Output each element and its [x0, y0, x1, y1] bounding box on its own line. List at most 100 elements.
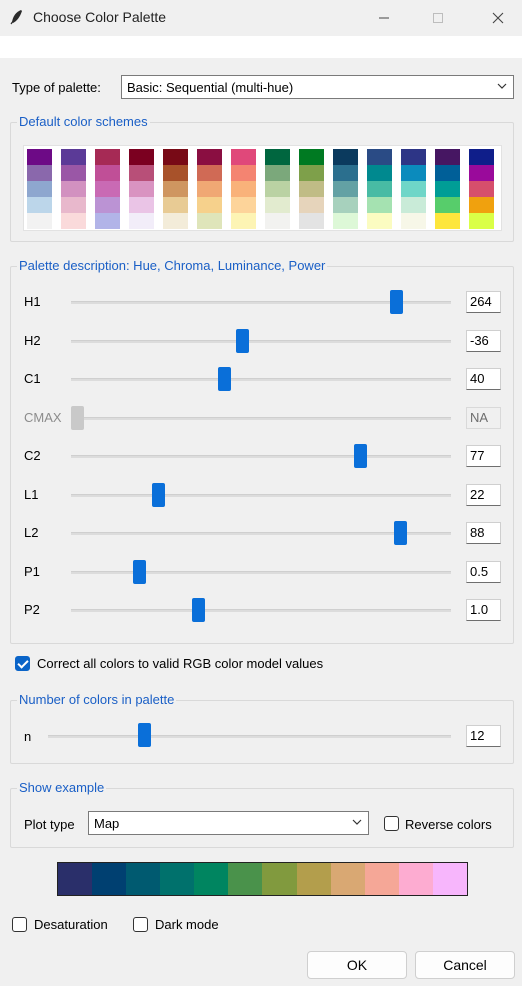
palette-color	[126, 863, 161, 895]
slider-track-l2[interactable]	[71, 532, 451, 535]
slider-label-h2: H2	[24, 333, 41, 348]
scheme-swatch	[367, 149, 392, 165]
scheme-swatch	[333, 165, 358, 181]
scheme-swatch	[265, 181, 290, 197]
slider-thumb-p1[interactable]	[133, 560, 146, 584]
scheme-swatch	[333, 213, 358, 229]
scheme-swatch	[435, 197, 460, 213]
scheme-swatch	[469, 197, 494, 213]
scheme-column[interactable]	[95, 149, 120, 229]
slider-track-h2[interactable]	[71, 340, 451, 343]
slider-label-p2: P2	[24, 602, 40, 617]
scheme-column[interactable]	[231, 149, 256, 229]
slider-thumb-h1[interactable]	[390, 290, 403, 314]
scheme-swatch	[299, 181, 324, 197]
plot-type-label: Plot type	[24, 817, 75, 832]
scheme-column[interactable]	[61, 149, 86, 229]
maximize-button[interactable]	[418, 4, 458, 32]
scheme-column[interactable]	[163, 149, 188, 229]
minimize-icon	[379, 17, 389, 19]
reverse-colors-label: Reverse colors	[405, 817, 492, 832]
palette-type-select[interactable]: Basic: Sequential (multi-hue)	[121, 75, 514, 99]
ok-button[interactable]: OK	[307, 951, 407, 979]
scheme-swatch	[197, 181, 222, 197]
slider-thumb-p2[interactable]	[192, 598, 205, 622]
slider-value-l1[interactable]: 22	[466, 484, 501, 506]
slider-thumb-c2[interactable]	[354, 444, 367, 468]
scheme-swatch	[367, 197, 392, 213]
close-button[interactable]	[478, 4, 518, 32]
scheme-swatch	[435, 181, 460, 197]
slider-value-p1[interactable]: 0.5	[466, 561, 501, 583]
palette-color	[58, 863, 93, 895]
color-schemes-legend: Default color schemes	[17, 114, 150, 129]
n-slider-thumb[interactable]	[138, 723, 151, 747]
scheme-column[interactable]	[265, 149, 290, 229]
scheme-swatch	[401, 181, 426, 197]
scheme-swatch	[401, 213, 426, 229]
palette-color	[432, 863, 467, 895]
dark-mode-label: Dark mode	[155, 917, 219, 932]
scheme-column[interactable]	[435, 149, 460, 229]
plot-type-select[interactable]: Map	[88, 811, 369, 835]
slider-value-c1[interactable]: 40	[466, 368, 501, 390]
slider-thumb-h2[interactable]	[236, 329, 249, 353]
chevron-down-icon	[497, 83, 507, 89]
slider-value-l2[interactable]: 88	[466, 522, 501, 544]
scheme-swatch	[401, 149, 426, 165]
correct-rgb-label: Correct all colors to valid RGB color mo…	[37, 656, 324, 671]
plot-type-value: Map	[94, 815, 120, 831]
scheme-swatch	[197, 149, 222, 165]
scheme-swatch	[265, 149, 290, 165]
palette-color	[364, 863, 399, 895]
palette-color	[398, 863, 433, 895]
slider-value-c2[interactable]: 77	[466, 445, 501, 467]
slider-label-l1: L1	[24, 487, 39, 502]
scheme-swatch	[333, 197, 358, 213]
palette-color	[160, 863, 195, 895]
slider-label-c1: C1	[24, 371, 41, 386]
slider-value-p2[interactable]: 1.0	[466, 599, 501, 621]
slider-track-h1[interactable]	[71, 301, 451, 304]
scheme-swatch	[163, 197, 188, 213]
scheme-swatch	[95, 197, 120, 213]
slider-track-c1[interactable]	[71, 378, 451, 381]
desaturation-checkbox[interactable]	[12, 917, 27, 932]
correct-rgb-checkbox[interactable]	[15, 656, 30, 671]
cancel-button[interactable]: Cancel	[415, 951, 515, 979]
maximize-icon	[433, 13, 443, 23]
scheme-column[interactable]	[367, 149, 392, 229]
scheme-column[interactable]	[197, 149, 222, 229]
scheme-column[interactable]	[469, 149, 494, 229]
scheme-swatch	[469, 149, 494, 165]
scheme-swatch	[27, 181, 52, 197]
slider-track-p2[interactable]	[71, 609, 451, 612]
reverse-colors-checkbox[interactable]	[384, 816, 399, 831]
slider-thumb-l1[interactable]	[152, 483, 165, 507]
dark-mode-checkbox[interactable]	[133, 917, 148, 932]
n-value[interactable]: 12	[466, 725, 501, 747]
scheme-swatch	[469, 165, 494, 181]
slider-thumb-c1[interactable]	[218, 367, 231, 391]
slider-track-p1[interactable]	[71, 571, 451, 574]
scheme-swatch	[163, 213, 188, 229]
scheme-swatch	[129, 213, 154, 229]
scheme-column[interactable]	[129, 149, 154, 229]
slider-track-l1[interactable]	[71, 494, 451, 497]
n-slider-track[interactable]	[48, 735, 451, 738]
scheme-swatch	[61, 165, 86, 181]
scheme-column[interactable]	[401, 149, 426, 229]
slider-thumb-l2[interactable]	[394, 521, 407, 545]
minimize-button[interactable]	[364, 4, 404, 32]
scheme-swatch	[129, 197, 154, 213]
scheme-swatch	[265, 213, 290, 229]
slider-value-h2[interactable]: -36	[466, 330, 501, 352]
slider-label-h1: H1	[24, 294, 41, 309]
slider-track-c2[interactable]	[71, 455, 451, 458]
scheme-column[interactable]	[27, 149, 52, 229]
scheme-column[interactable]	[299, 149, 324, 229]
slider-value-h1[interactable]: 264	[466, 291, 501, 313]
scheme-swatch	[401, 165, 426, 181]
color-schemes-grid[interactable]	[23, 145, 502, 231]
scheme-column[interactable]	[333, 149, 358, 229]
